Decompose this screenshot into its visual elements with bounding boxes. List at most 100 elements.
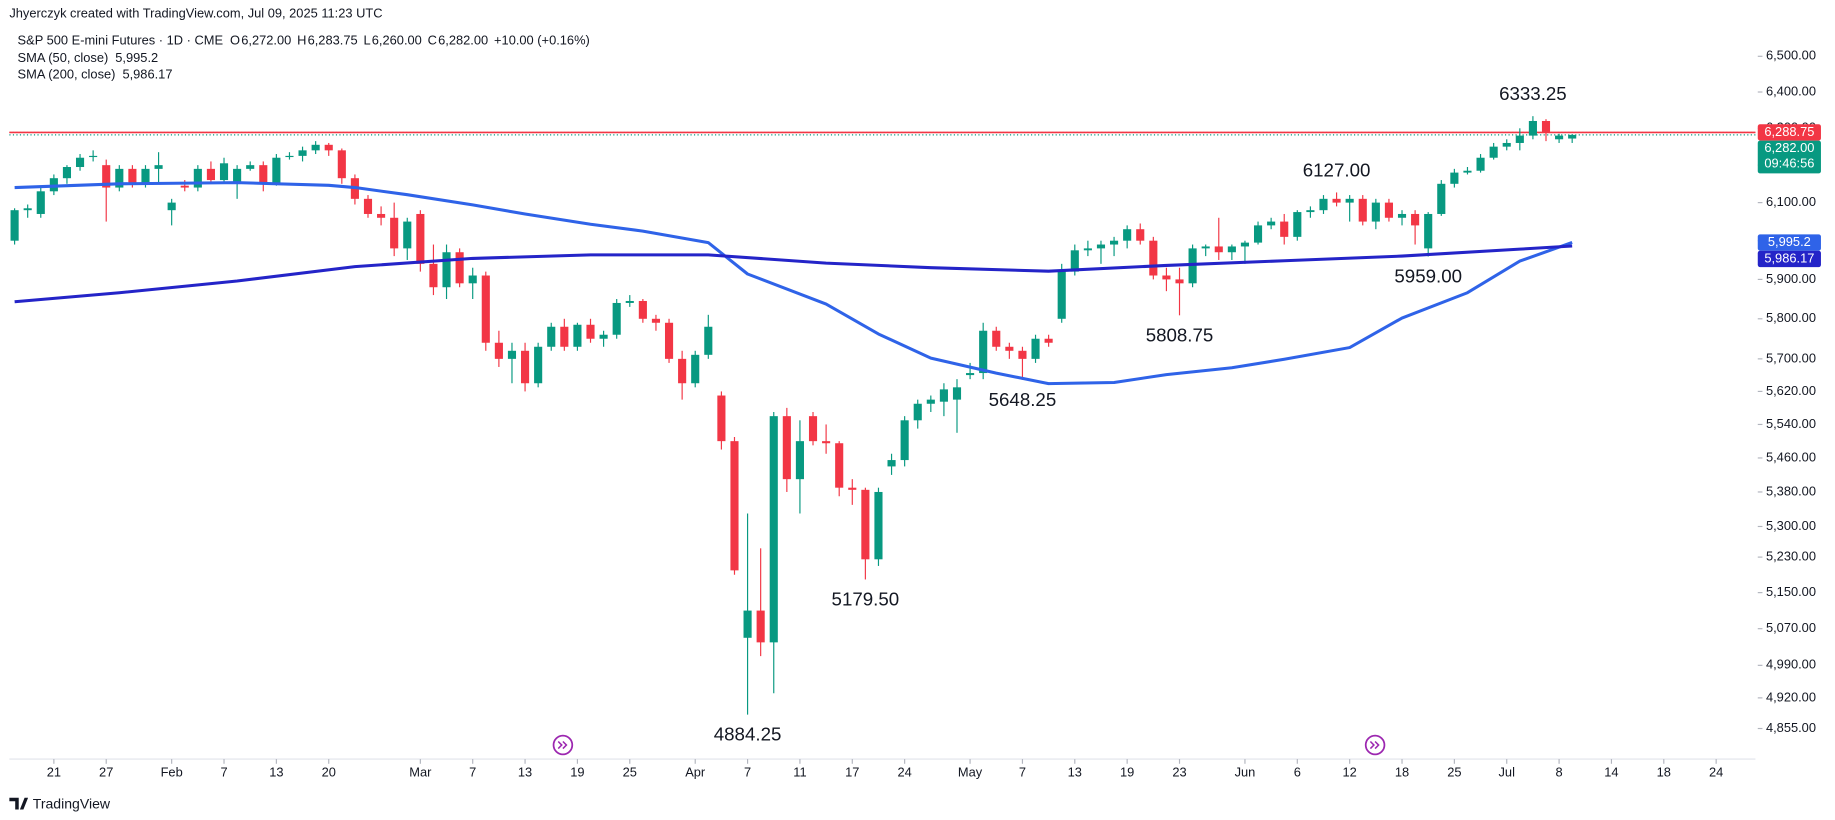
candle-body	[75, 157, 85, 168]
candle	[534, 342, 543, 388]
legend-text: H	[297, 32, 306, 47]
candle	[1136, 223, 1145, 245]
x-tick-label: 6	[1294, 765, 1301, 780]
candle-body	[1463, 170, 1472, 173]
x-tick-label: 24	[1709, 765, 1723, 780]
candle-body	[874, 491, 883, 560]
candle	[1476, 154, 1485, 173]
candle-body	[206, 168, 215, 181]
candle-body	[481, 275, 490, 343]
x-tick-label: 25	[623, 765, 637, 780]
candle-body	[403, 221, 412, 249]
candle-body	[1371, 202, 1380, 222]
candle-body	[1162, 275, 1171, 280]
x-tick-label: 19	[570, 765, 584, 780]
candle-body	[560, 326, 569, 347]
candle	[1123, 225, 1132, 249]
price-annotation: 5808.75	[1146, 324, 1214, 345]
candle	[1319, 195, 1328, 214]
legend-text: L	[363, 32, 370, 47]
candle-body	[1070, 250, 1079, 272]
candle	[1031, 334, 1040, 363]
event-icon[interactable]	[552, 734, 574, 756]
candle-body	[730, 441, 739, 571]
candle-body	[612, 302, 621, 335]
candle	[455, 248, 464, 288]
candle	[1110, 236, 1119, 257]
candle	[167, 198, 176, 226]
event-icon-glyph	[1369, 740, 1380, 750]
candle-body	[1214, 246, 1223, 253]
x-tick-label: 7	[220, 765, 227, 780]
candle-body	[1253, 225, 1263, 243]
x-tick-label: Mar	[409, 765, 432, 780]
candle-body	[808, 416, 818, 442]
logo-text[interactable]: TradingView	[33, 795, 111, 811]
candle	[1555, 133, 1564, 143]
y-tick-label: 4,990.00	[1766, 657, 1816, 672]
candle-body	[324, 144, 333, 151]
candle	[1502, 139, 1511, 151]
candle-body	[782, 416, 791, 480]
candle	[521, 342, 530, 392]
x-tick-label: Apr	[685, 765, 706, 780]
price-badge: 5,995.2	[1757, 234, 1821, 251]
x-tick-label: Jun	[1235, 765, 1256, 780]
x-tick-label: 19	[1120, 765, 1134, 780]
candle	[1541, 119, 1551, 142]
candle-body	[769, 416, 778, 643]
candle	[494, 330, 503, 367]
legend-text: 6,260.00	[372, 32, 422, 47]
candle	[154, 152, 163, 184]
legend-text: C	[428, 32, 437, 47]
event-icon[interactable]	[1364, 734, 1386, 756]
candle-body	[390, 217, 399, 249]
candle-body	[717, 395, 726, 442]
candle	[599, 330, 608, 347]
price-badge-label: 6,282.00	[1764, 140, 1814, 155]
candle	[259, 161, 268, 192]
candle-body	[1136, 229, 1145, 241]
candle-body	[835, 443, 844, 488]
candle-body	[1005, 346, 1014, 351]
x-tick-label: 13	[1068, 765, 1082, 780]
candle	[390, 202, 399, 257]
candle-body	[259, 165, 268, 184]
candle-body	[913, 403, 922, 421]
candle-body	[416, 213, 425, 264]
price-annotation: 5648.25	[989, 389, 1057, 410]
event-icon-circle[interactable]	[552, 734, 574, 756]
candle-body	[861, 489, 870, 560]
candle	[285, 152, 294, 160]
candle-body	[939, 389, 948, 402]
candle	[429, 244, 438, 296]
candle-body	[311, 144, 320, 151]
sma-line	[14, 244, 1573, 304]
sma-line	[14, 181, 1573, 386]
candle-body	[193, 168, 202, 188]
event-icon-circle[interactable]	[1364, 734, 1386, 756]
price-badge-bg	[1757, 250, 1821, 268]
candle-body	[507, 350, 517, 359]
candle-body	[115, 168, 124, 188]
legend-text: 6,283.75	[308, 32, 358, 47]
candle-body	[1123, 229, 1132, 241]
candle-body	[599, 334, 608, 339]
y-tick-label: 5,150.00	[1766, 584, 1816, 599]
y-tick-label: 5,900.00	[1766, 271, 1816, 286]
x-tick-label: 7	[744, 765, 751, 780]
candle	[206, 161, 215, 184]
candle-body	[1489, 146, 1498, 158]
candle	[560, 318, 569, 351]
candle	[468, 267, 477, 300]
candle	[756, 548, 765, 657]
candle	[612, 299, 621, 339]
candle-body	[298, 150, 307, 156]
price-badge-bg	[1757, 124, 1821, 141]
candle-body	[992, 330, 1001, 347]
price-annotation: 4884.25	[714, 724, 782, 745]
candle	[913, 399, 922, 429]
y-tick-label: 6,100.00	[1766, 194, 1816, 209]
candle-body	[586, 324, 595, 339]
candle-body	[219, 163, 229, 181]
